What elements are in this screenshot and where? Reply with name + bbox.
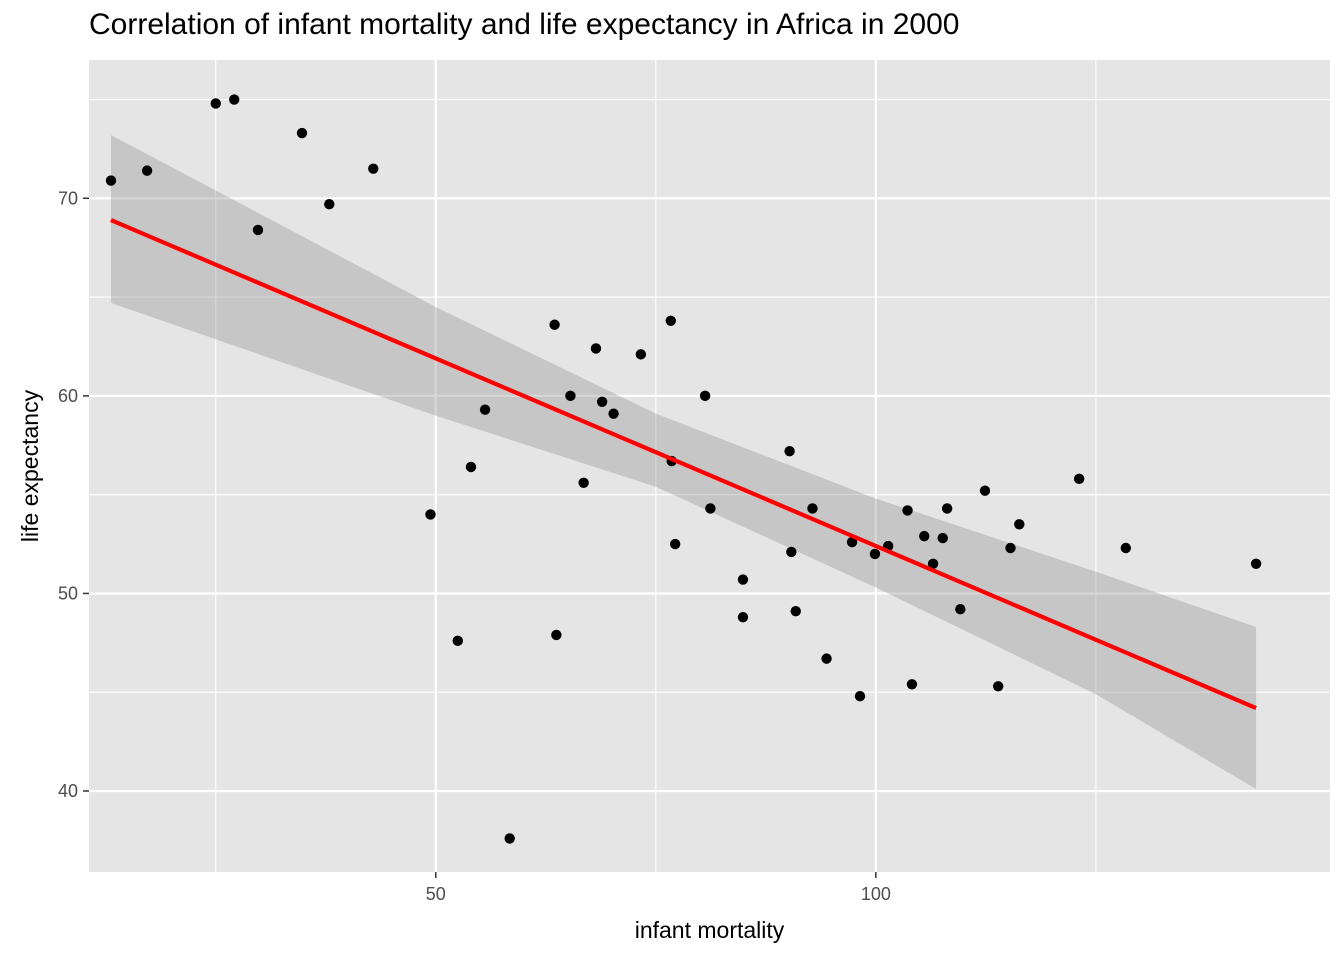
- data-point: [368, 163, 379, 174]
- data-point: [846, 536, 858, 548]
- data-point: [452, 635, 463, 647]
- data-point: [105, 175, 117, 186]
- data-point: [578, 477, 589, 488]
- data-point: [821, 653, 832, 664]
- data-point: [869, 548, 881, 560]
- data-point: [635, 349, 647, 360]
- data-point: [551, 629, 562, 641]
- data-point: [737, 574, 749, 585]
- data-point: [1073, 473, 1085, 485]
- data-point: [1014, 519, 1025, 530]
- data-point: [1250, 558, 1262, 569]
- data-point: [596, 396, 608, 407]
- x-axis-title: infant mortality: [635, 917, 785, 943]
- data-point: [504, 833, 515, 844]
- data-point: [902, 505, 913, 516]
- data-point: [955, 604, 966, 615]
- data-point: [927, 558, 939, 569]
- data-point: [608, 408, 619, 419]
- y-tick-label: 60: [58, 386, 78, 406]
- data-point: [479, 404, 491, 415]
- data-point: [565, 390, 576, 402]
- x-tick-label: 100: [861, 884, 891, 904]
- y-tick-label: 40: [58, 781, 78, 801]
- fit-line-layer: [110, 218, 1257, 710]
- data-point: [296, 127, 308, 139]
- data-point: [425, 509, 436, 520]
- data-point: [549, 319, 560, 330]
- data-point: [705, 503, 716, 514]
- y-tick-label: 70: [58, 188, 78, 208]
- data-point: [665, 315, 676, 326]
- data-point: [210, 98, 221, 109]
- y-tick-label: 50: [58, 583, 78, 603]
- data-point: [790, 606, 801, 617]
- data-point: [937, 532, 948, 544]
- data-point: [252, 224, 264, 236]
- points-layer: [105, 94, 1262, 844]
- data-point: [979, 485, 991, 496]
- data-point: [324, 199, 335, 210]
- data-point: [784, 445, 795, 457]
- data-point: [699, 390, 711, 402]
- plot-panel: [89, 60, 1330, 872]
- regression-line: [110, 218, 1257, 710]
- data-point: [854, 690, 866, 702]
- axes-layer: 50 100 40 50 60 70: [58, 188, 891, 904]
- data-point: [906, 679, 918, 690]
- data-point: [786, 546, 797, 558]
- data-point: [807, 503, 818, 514]
- data-point: [919, 530, 930, 542]
- data-point: [1005, 542, 1016, 554]
- x-tick-label: 50: [426, 884, 446, 904]
- chart-title: Correlation of infant mortality and life…: [89, 8, 960, 41]
- data-point: [141, 165, 153, 176]
- data-point: [1120, 542, 1132, 554]
- data-point: [465, 461, 477, 473]
- data-point: [229, 94, 240, 105]
- data-point: [992, 681, 1004, 692]
- data-point: [669, 538, 681, 550]
- data-point: [941, 503, 953, 514]
- y-axis-title: life expectancy: [17, 389, 43, 542]
- data-point: [737, 611, 749, 623]
- data-point: [590, 343, 602, 354]
